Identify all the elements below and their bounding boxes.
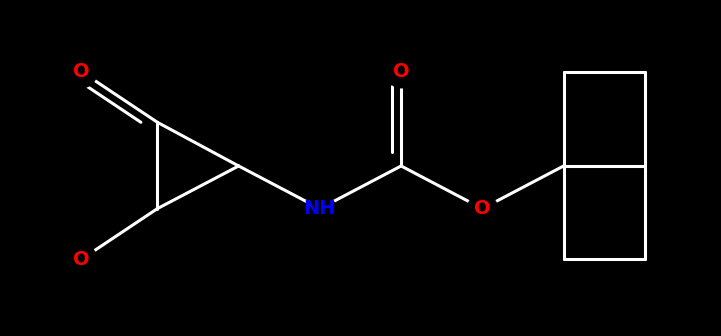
- Text: O: O: [474, 199, 491, 218]
- Text: NH: NH: [304, 199, 336, 218]
- Text: O: O: [73, 62, 89, 81]
- Text: O: O: [393, 62, 410, 81]
- Text: O: O: [73, 250, 89, 269]
